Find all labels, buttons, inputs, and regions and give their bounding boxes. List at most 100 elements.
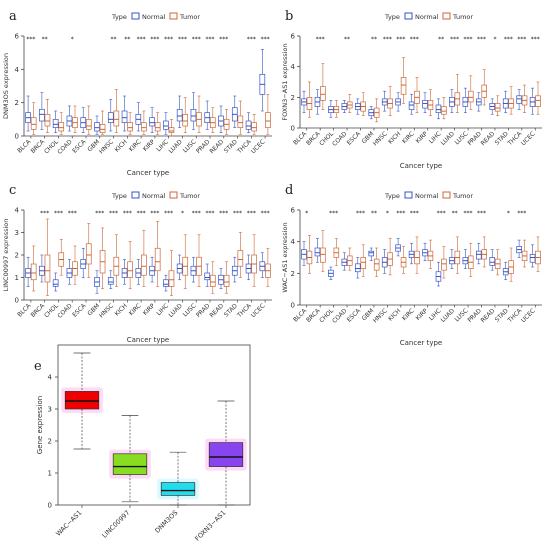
box-tumor [127, 112, 133, 135]
box-body [154, 122, 161, 132]
significance-label: *** [477, 36, 486, 43]
box-body [163, 279, 169, 287]
significance-label: *** [247, 36, 256, 43]
box-tumor [182, 234, 189, 290]
box-normal [204, 263, 211, 287]
box-normal [355, 98, 361, 115]
significance-label: *** [410, 210, 419, 217]
box-tumor [113, 89, 120, 133]
box-tumor [481, 69, 487, 106]
box-body [441, 106, 447, 115]
x-tick-label: COAD [331, 130, 349, 148]
box-normal [355, 257, 361, 279]
y-axis-label: Gene expression [36, 396, 44, 454]
box-tumor [535, 81, 541, 115]
box-body [39, 108, 45, 122]
box-tumor [306, 81, 313, 118]
box-body [154, 247, 161, 272]
box-normal [66, 105, 73, 132]
box-tumor [223, 109, 230, 135]
box-body [127, 122, 133, 132]
box-tumor [320, 63, 326, 110]
box-tumor [127, 241, 133, 290]
box-normal [25, 256, 31, 287]
panel-e: e 0 1 2 3 4 Gene expression WAC−AS1 LINC00997 DNM… [34, 344, 251, 543]
box-normal [328, 100, 334, 118]
significance-label: ** [371, 210, 377, 217]
y-tick-label: 0 [15, 133, 19, 141]
x-tick-label: THCA [506, 130, 524, 148]
panel-label: d [285, 183, 293, 198]
box-tumor [535, 236, 541, 273]
box-body [113, 110, 120, 127]
box-linc00997 [109, 415, 151, 503]
x-tick-label: UCEC [250, 138, 267, 155]
box-tumor [154, 112, 161, 135]
box-body [168, 127, 175, 134]
box-normal [301, 90, 307, 113]
box-foxn3-as1 [205, 400, 247, 506]
box-normal [259, 49, 266, 112]
box-normal [381, 90, 388, 112]
box-body [251, 122, 257, 132]
box-body [52, 118, 59, 129]
legend-tumor-swatch [169, 191, 178, 199]
box-body [476, 250, 482, 260]
box-normal [516, 89, 522, 110]
y-axis-label: FOXN3−AS1 expression [281, 43, 289, 120]
x-tick-label: READ [208, 138, 225, 155]
box-tumor [168, 250, 175, 296]
y-tick-label: 2 [291, 94, 295, 102]
significance-label: * [386, 210, 389, 217]
box-normal [341, 252, 348, 271]
box-tumor [265, 247, 271, 287]
x-tick-label: ESCA [346, 307, 363, 324]
significance-label: ** [438, 36, 444, 43]
y-tick-label: 1 [15, 274, 19, 282]
significance-label: *** [437, 210, 446, 217]
significance-label: * [493, 36, 496, 43]
box-body [160, 482, 196, 496]
box-tumor [99, 227, 106, 290]
box-normal [341, 100, 348, 113]
box-body [408, 101, 415, 110]
box-tumor [85, 105, 92, 135]
significance-label: * [71, 36, 74, 43]
box-tumor [58, 112, 65, 135]
box-tumor [387, 86, 393, 117]
box-tumor [99, 110, 106, 135]
box-normal [489, 98, 495, 115]
box-normal [94, 270, 100, 294]
box-normal [39, 92, 45, 130]
box-normal [422, 242, 428, 261]
y-tick-label: 2 [48, 438, 52, 446]
box-tumor [209, 107, 216, 133]
x-tick-label: LINC00997 [101, 509, 132, 540]
x-tick-label: READ [208, 302, 225, 319]
x-tick-label: KIRP [415, 130, 430, 145]
box-tumor [400, 57, 407, 104]
legend-title: Type [111, 192, 127, 200]
legend-normal-label: Normal [415, 192, 439, 200]
box-tumor [360, 92, 366, 117]
significance-label: *** [247, 210, 256, 217]
significance-label: *** [464, 36, 473, 43]
box-normal [190, 256, 197, 283]
legend-normal-label: Normal [142, 192, 166, 200]
box-body [265, 112, 271, 129]
legend-tumor-label: Tumor [179, 13, 200, 21]
box-body [30, 117, 37, 130]
legend-normal-swatch [404, 191, 413, 199]
box-body [44, 113, 51, 127]
box-normal [301, 241, 307, 266]
box-tumor [196, 234, 202, 287]
box-normal [489, 249, 495, 271]
y-axis-label: WAC−AS1 expression [281, 222, 289, 292]
box-tumor [347, 247, 353, 271]
legend-normal-swatch [404, 12, 413, 20]
box-normal [149, 256, 155, 283]
x-tick-label: WAC−AS1 [54, 509, 83, 538]
box-tumor [196, 95, 202, 133]
significance-label: ** [42, 36, 48, 43]
